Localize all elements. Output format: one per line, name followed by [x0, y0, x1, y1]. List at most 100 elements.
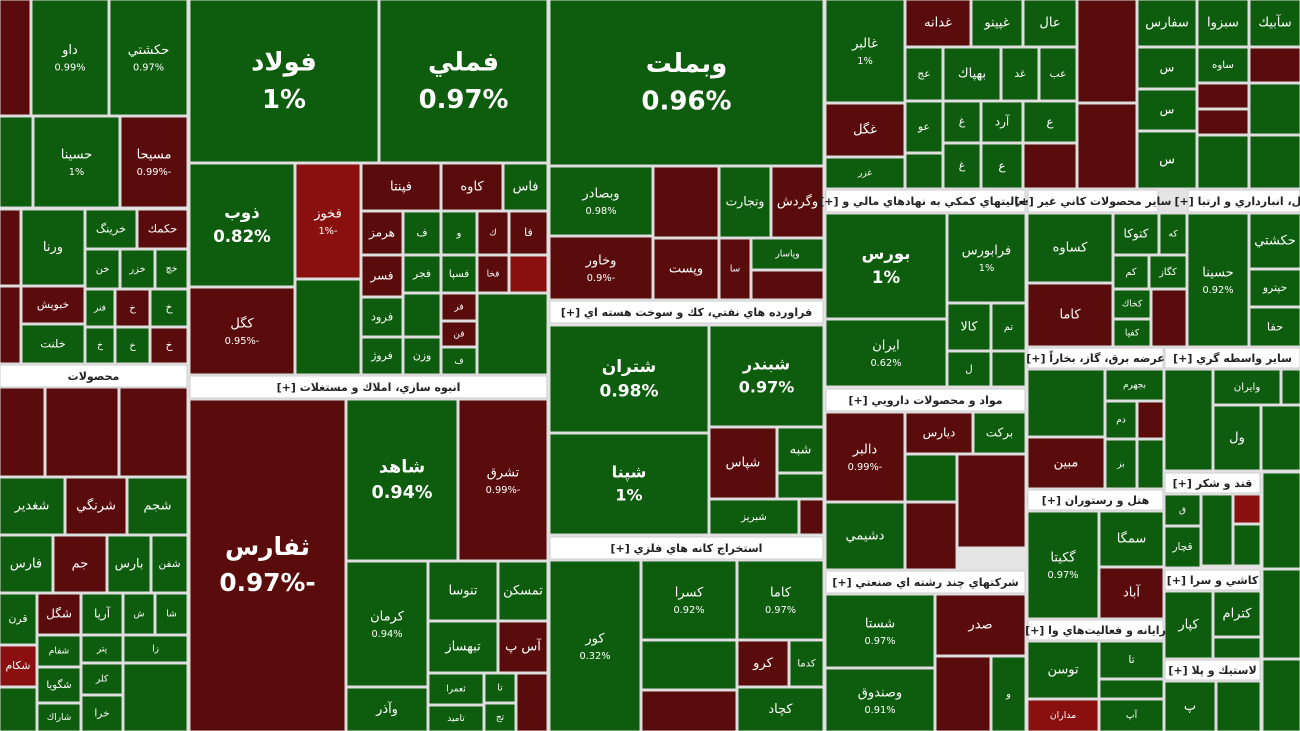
tile — [37, 703, 81, 731]
tile — [981, 101, 1023, 143]
tile-name: و — [1005, 689, 1011, 700]
tile-name: دم — [1116, 416, 1126, 426]
tile-name: ايران — [872, 339, 900, 354]
tile-name: وايران — [1234, 382, 1261, 393]
tile-name: پتر — [96, 645, 108, 655]
tile-name: شا — [166, 609, 177, 620]
tile-name: تا — [497, 684, 503, 694]
tile — [825, 412, 905, 502]
tile — [789, 640, 824, 687]
tile-name: شتران — [602, 357, 657, 377]
tile-value: 0.62% — [870, 358, 901, 369]
tile — [1137, 89, 1197, 131]
tile — [1233, 494, 1261, 524]
tile-name: ذوب — [224, 203, 260, 223]
tile-name: ثفارس — [225, 532, 310, 561]
tile — [1077, 0, 1137, 103]
tile — [1027, 437, 1105, 489]
tile — [1113, 213, 1159, 255]
tile-name: پ — [1184, 699, 1196, 714]
tile — [1164, 526, 1201, 568]
tile — [150, 289, 188, 327]
tile — [127, 477, 188, 535]
tile — [825, 213, 947, 319]
tile-name: مبين — [1054, 456, 1079, 471]
tile — [1197, 135, 1249, 189]
tile-name: تامید — [447, 714, 465, 724]
tile — [403, 211, 441, 255]
tile — [777, 473, 824, 499]
tile — [709, 427, 777, 499]
tile — [1099, 567, 1164, 619]
tile-name: جم — [72, 557, 89, 572]
tile-name: خن — [96, 264, 110, 275]
tile — [81, 635, 123, 663]
tile — [477, 211, 509, 255]
tile — [1099, 699, 1164, 731]
tile-name: خبويش — [37, 298, 69, 311]
tile-value: -0.99% — [848, 462, 883, 473]
tile-name: كخاك — [1122, 300, 1143, 310]
tile-name: ف — [454, 357, 463, 367]
group-title: رايانه و فعاليت‌هاي وا [+] — [1025, 624, 1166, 637]
tile — [37, 635, 81, 667]
tile-name: فخوز — [313, 207, 342, 222]
tile-name: فرابورس — [962, 244, 1011, 259]
tile-name: صدر — [967, 618, 992, 633]
tile — [484, 673, 516, 703]
tile — [1027, 641, 1099, 699]
tile — [549, 0, 824, 166]
tile — [1213, 405, 1261, 471]
tile — [905, 101, 943, 153]
group-title: مواد و محصولات دارويي [+] — [848, 394, 1002, 407]
tile — [1249, 0, 1300, 47]
tile — [1137, 0, 1197, 47]
tile — [943, 47, 1001, 101]
tile — [1105, 439, 1137, 489]
tile-value: 0.98% — [600, 382, 659, 402]
tile-name: كاوه — [460, 180, 484, 195]
tile — [825, 157, 905, 189]
tile-name: سبزوا — [1207, 16, 1239, 31]
tile-name: شاراك — [47, 713, 72, 723]
tile — [137, 209, 188, 249]
tile — [477, 293, 548, 375]
group-title: عرضه برق، گاز، بخاراً [+] — [1026, 350, 1165, 365]
tile — [1099, 511, 1164, 567]
group-header — [1027, 619, 1164, 641]
tile — [31, 0, 109, 116]
tile — [549, 560, 641, 731]
tile — [403, 337, 441, 375]
tile — [799, 499, 824, 535]
tile — [777, 427, 824, 473]
tile — [825, 594, 935, 668]
tile — [1197, 109, 1249, 135]
group-title: نقل، انبارداري و ارتبا [+] — [1174, 195, 1300, 208]
tile — [709, 325, 824, 427]
tile-value: 1% — [262, 85, 306, 115]
tile — [905, 454, 957, 502]
tile — [458, 399, 548, 561]
tile — [751, 238, 824, 270]
tile-name: تم — [1004, 322, 1014, 333]
tile — [719, 238, 751, 300]
tile-name: حفا — [1267, 320, 1283, 334]
tile-name: شبريز — [740, 512, 767, 523]
tile — [1197, 47, 1249, 83]
tile — [1027, 511, 1099, 619]
tile — [719, 166, 771, 238]
tile — [151, 535, 188, 593]
tile-name: قرن — [8, 612, 27, 625]
tile — [155, 593, 188, 635]
tile-name: شستا — [865, 617, 895, 632]
tile — [85, 209, 137, 249]
tile-name: كساوه — [1053, 241, 1089, 256]
tile — [1281, 369, 1300, 405]
tile-value: 1% — [857, 56, 873, 67]
tile — [1137, 439, 1164, 489]
tile-name: تبهساز — [444, 640, 481, 655]
tile — [85, 289, 115, 327]
tile — [905, 153, 943, 189]
tile-name: خ — [129, 341, 136, 352]
